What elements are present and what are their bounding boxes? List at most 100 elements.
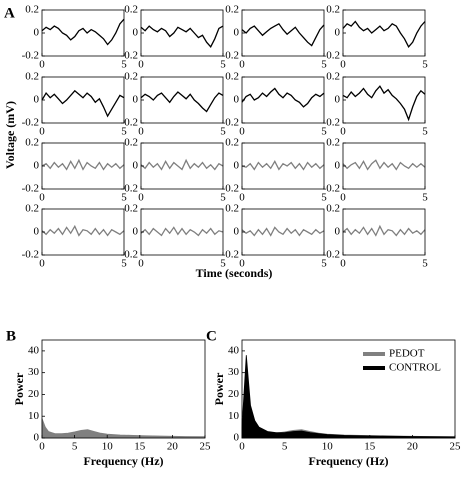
x-tick-label: 0 [138, 258, 144, 270]
x-tick-label: 0 [239, 441, 245, 453]
y-tick-label: -0.2 [323, 183, 340, 195]
y-tick-label: -0.2 [323, 50, 340, 62]
y-tick-label: -0.2 [22, 50, 39, 62]
trace [342, 85, 426, 122]
y-tick-label: 20 [228, 388, 240, 400]
plot-frame [342, 142, 426, 190]
plot-frame [342, 9, 426, 57]
x-tick-label: 0 [39, 126, 45, 138]
trace [41, 224, 125, 237]
x-tick-label: 5 [321, 258, 327, 270]
trace [41, 18, 125, 46]
plot-frame [342, 208, 426, 256]
y-tick-label: 0.2 [225, 137, 239, 149]
panel-label: A [4, 5, 15, 21]
y-tick-label: 0 [234, 160, 240, 172]
trace [342, 159, 426, 171]
y-tick-label: -0.2 [121, 249, 138, 261]
trace [140, 226, 224, 237]
y-tick-label: 0 [34, 27, 40, 39]
y-tick-label: -0.2 [323, 117, 340, 129]
y-tick-label: 0.2 [326, 4, 340, 16]
trace [241, 160, 325, 171]
y-tick-label: 0.2 [225, 203, 239, 215]
x-tick-label: 5 [121, 126, 127, 138]
legend-label: PEDOT [389, 348, 425, 360]
y-tick-label: 0 [335, 160, 341, 172]
x-tick-label: 5 [220, 59, 226, 71]
y-tick-label: 0.2 [124, 71, 138, 83]
plot-frame [241, 208, 325, 256]
y-tick-label: 0 [133, 160, 139, 172]
y-tick-label: 0 [335, 94, 341, 106]
trace [241, 226, 325, 237]
y-axis-label: Power [12, 372, 26, 405]
y-tick-label: -0.2 [121, 183, 138, 195]
y-tick-label: 0 [133, 27, 139, 39]
x-tick-label: 5 [422, 126, 428, 138]
y-tick-label: -0.2 [22, 249, 39, 261]
y-tick-label: 0.2 [326, 137, 340, 149]
y-axis-label: Voltage (mV) [3, 101, 17, 169]
x-tick-label: 15 [364, 441, 376, 453]
y-tick-label: 0 [34, 160, 40, 172]
x-tick-label: 5 [422, 59, 428, 71]
x-tick-label: 0 [340, 126, 346, 138]
plot-frame [140, 142, 224, 190]
y-tick-label: -0.2 [121, 117, 138, 129]
spectrum [41, 418, 206, 439]
y-tick-label: 0.2 [326, 71, 340, 83]
y-tick-label: 0.2 [25, 203, 39, 215]
y-tick-label: 40 [28, 344, 40, 356]
panel-label: C [206, 328, 217, 344]
x-tick-label: 20 [167, 441, 179, 453]
y-tick-label: 0 [234, 27, 240, 39]
y-axis-label: Power [212, 372, 226, 405]
legend-label: CONTROL [389, 362, 441, 374]
y-tick-label: -0.2 [22, 117, 39, 129]
y-tick-label: -0.2 [22, 183, 39, 195]
y-tick-label: 0.2 [326, 203, 340, 215]
y-tick-label: 0 [34, 94, 40, 106]
x-tick-label: 5 [121, 192, 127, 204]
y-tick-label: -0.2 [222, 249, 239, 261]
x-tick-label: 5 [121, 59, 127, 71]
x-tick-label: 0 [239, 126, 245, 138]
y-tick-label: 0.2 [225, 4, 239, 16]
y-tick-label: 0.2 [25, 71, 39, 83]
x-tick-label: 10 [102, 441, 114, 453]
trace [342, 224, 426, 237]
y-tick-label: -0.2 [121, 50, 138, 62]
plot-frame [241, 142, 325, 190]
trace [140, 25, 224, 48]
y-tick-label: 30 [28, 366, 40, 378]
plot-frame [41, 76, 125, 124]
x-tick-label: 0 [340, 192, 346, 204]
legend-box [359, 344, 451, 378]
x-tick-label: 0 [340, 258, 346, 270]
plot-frame [41, 142, 125, 190]
trace [41, 89, 125, 118]
x-tick-label: 0 [138, 192, 144, 204]
y-tick-label: 0 [34, 226, 40, 238]
x-axis-label: Frequency (Hz) [308, 454, 388, 468]
x-tick-label: 0 [39, 258, 45, 270]
x-tick-label: 0 [340, 59, 346, 71]
x-tick-label: 0 [239, 258, 245, 270]
plot-frame [241, 339, 456, 439]
x-tick-label: 5 [422, 192, 428, 204]
plot-frame [241, 9, 325, 57]
y-tick-label: -0.2 [222, 183, 239, 195]
plot-frame [41, 339, 206, 439]
trace [41, 158, 125, 171]
y-tick-label: 10 [28, 410, 40, 422]
x-tick-label: 0 [39, 59, 45, 71]
y-tick-label: 20 [28, 388, 40, 400]
x-tick-label: 5 [321, 126, 327, 138]
x-tick-label: 0 [138, 126, 144, 138]
y-tick-label: 0 [133, 94, 139, 106]
x-tick-label: 0 [39, 192, 45, 204]
plot-frame [140, 9, 224, 57]
x-axis-label: Frequency (Hz) [83, 454, 163, 468]
